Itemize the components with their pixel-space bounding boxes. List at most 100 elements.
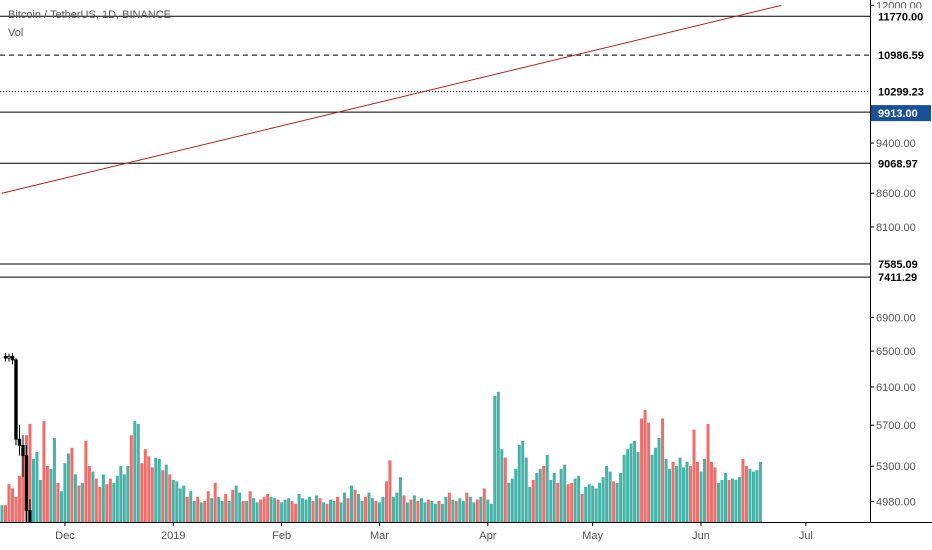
volume-bar [140, 463, 144, 522]
volume-bar [398, 477, 402, 522]
volume-bar [182, 485, 186, 522]
volume-bar [468, 496, 472, 522]
volume-bar [426, 499, 430, 522]
volume-bar [689, 466, 693, 522]
price-level-label: 10986.59 [878, 50, 924, 62]
volume-bar [730, 478, 734, 522]
volume-bar [405, 502, 409, 522]
volume-bar [472, 502, 476, 522]
price-level-label-bg [871, 269, 931, 286]
volume-bar [755, 470, 759, 522]
volume-bar [440, 503, 444, 522]
volume-bar [573, 478, 577, 522]
volume-bar [608, 471, 612, 522]
trendline-group [1, 4, 782, 194]
volume-bar [42, 421, 46, 522]
volume-bar [84, 440, 88, 522]
volume-bar [147, 456, 151, 522]
volume-bar [643, 410, 647, 522]
volume-bar [280, 502, 284, 522]
candle-body [14, 359, 18, 440]
volume-bar [294, 503, 298, 522]
volume-bar [503, 457, 507, 522]
volume-bar [339, 502, 343, 522]
volume-bar [98, 487, 102, 522]
volume-bar [220, 501, 224, 522]
volume-bar [706, 424, 710, 522]
volume-bar [10, 488, 14, 522]
volume-bar [465, 492, 469, 522]
volume-bar [409, 499, 413, 522]
volume-bar [168, 474, 172, 522]
volume-bar [308, 496, 312, 522]
volume-bar [675, 466, 679, 522]
volume-bar [49, 468, 53, 522]
volume-bar [741, 459, 745, 522]
x-tick-label: May [582, 530, 603, 542]
volume-bar [150, 467, 154, 522]
price-level-label: 7411.29 [878, 272, 917, 284]
volume-bar [402, 495, 406, 522]
volume-bar [531, 480, 535, 522]
candles [3, 352, 32, 540]
volume-bar [266, 494, 270, 522]
volume-bar [751, 471, 755, 522]
candle-body [3, 355, 8, 359]
volume-bar [720, 480, 724, 522]
volume-bar [227, 501, 231, 522]
volume-bar [713, 467, 717, 522]
volume-bar [206, 491, 210, 522]
volume-bar [601, 477, 605, 522]
volume-bar [31, 459, 35, 522]
y-tick-label: 6100.00 [876, 382, 916, 394]
volume-bar [454, 501, 458, 522]
chart-title: Bitcoin / TetherUS, 1D, BINANCE [8, 9, 172, 21]
volume-bar [28, 424, 32, 522]
volume-bar [629, 443, 633, 522]
volume-bar [126, 466, 130, 522]
volume-bar [559, 468, 563, 522]
volume-bar [14, 496, 18, 522]
volume-bar [524, 457, 528, 522]
volume-bar [482, 488, 486, 522]
volume-bar [758, 461, 762, 522]
volume-bar [703, 459, 706, 522]
volume-bar [416, 501, 420, 522]
volume-bar [654, 447, 658, 522]
volume-bar [21, 454, 25, 522]
volume-bar [633, 440, 637, 522]
volume-bar [164, 464, 168, 522]
volume-bar [493, 396, 497, 522]
volume-bar [626, 449, 630, 522]
volume-bar [231, 489, 235, 522]
volume-bar [521, 440, 525, 522]
volume-bar [716, 482, 720, 522]
volume-bar [451, 499, 455, 522]
volume-bar [108, 478, 112, 522]
volume-bar [430, 501, 434, 522]
volume-bar [77, 485, 81, 522]
volume-bar [475, 499, 479, 522]
volume-bar [234, 485, 238, 522]
volume-bar [304, 499, 308, 522]
volume-bar [94, 478, 98, 522]
volume-bar [196, 496, 200, 522]
volume-bar [587, 484, 591, 522]
volume-bar [444, 496, 448, 522]
y-tick-label: 6500.00 [876, 346, 916, 358]
volume-bar [363, 496, 367, 522]
volume-bar [262, 496, 266, 522]
volume-bar [615, 482, 619, 522]
candle-body [17, 438, 22, 446]
price-level-label: 10299.23 [878, 87, 924, 99]
volume-bar [542, 466, 546, 522]
volume-bar [699, 471, 703, 522]
volume-bar [87, 466, 91, 522]
volume-bar [709, 461, 713, 522]
volume-bar [119, 466, 123, 522]
volume-bar [696, 461, 699, 522]
volume-bar [346, 498, 350, 522]
volume-bar [668, 468, 672, 522]
